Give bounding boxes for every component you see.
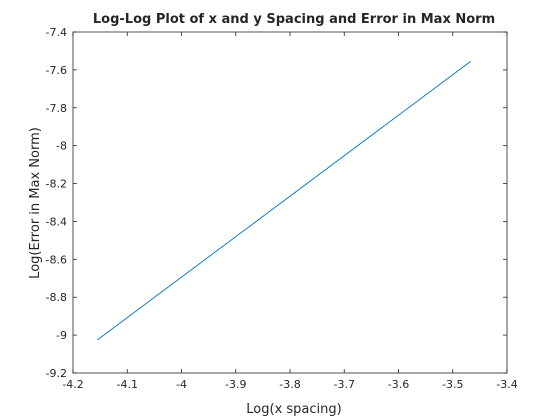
x-tick-label: -3.4 xyxy=(496,378,517,391)
y-tick-label: -9.2 xyxy=(46,367,67,380)
x-tick-label: -3.9 xyxy=(225,378,246,391)
y-axis-ticks: -9.2 -9 -8.8 -8.6 -8.4 -8.2 -8 -7.8 -7.6 -7.4 xyxy=(46,26,507,380)
chart-title: Log-Log Plot of x and y Spacing and Erro… xyxy=(93,12,495,27)
x-axis-ticks: -4.2 -4.1 -4 -3.9 -3.8 -3.7 -3.6 -3.5 -3.4 xyxy=(62,32,518,391)
series-line xyxy=(97,60,471,341)
y-axis-label: Log(Error in Max Norm) xyxy=(28,127,43,279)
y-tick-label: -8.8 xyxy=(46,291,67,304)
x-tick-label: -4 xyxy=(176,378,187,391)
y-tick-label: -7.6 xyxy=(46,64,67,77)
y-tick-label: -8.6 xyxy=(46,253,67,266)
x-tick-label: -3.7 xyxy=(334,378,355,391)
x-tick-label: -3.6 xyxy=(388,378,409,391)
y-tick-label: -8.4 xyxy=(46,215,67,228)
x-tick-label: -3.5 xyxy=(442,378,463,391)
y-tick-label: -8.2 xyxy=(46,178,67,191)
y-tick-label: -9 xyxy=(56,329,67,342)
y-tick-label: -8 xyxy=(56,140,67,153)
y-tick-label: -7.8 xyxy=(46,102,67,115)
plot-area xyxy=(73,32,507,373)
x-tick-label: -4.2 xyxy=(62,378,83,391)
x-axis-label: Log(x spacing) xyxy=(246,402,341,417)
y-tick-label: -7.4 xyxy=(46,26,67,39)
x-tick-label: -3.8 xyxy=(279,378,300,391)
x-tick-label: -4.1 xyxy=(117,378,138,391)
series-layer xyxy=(97,60,471,341)
